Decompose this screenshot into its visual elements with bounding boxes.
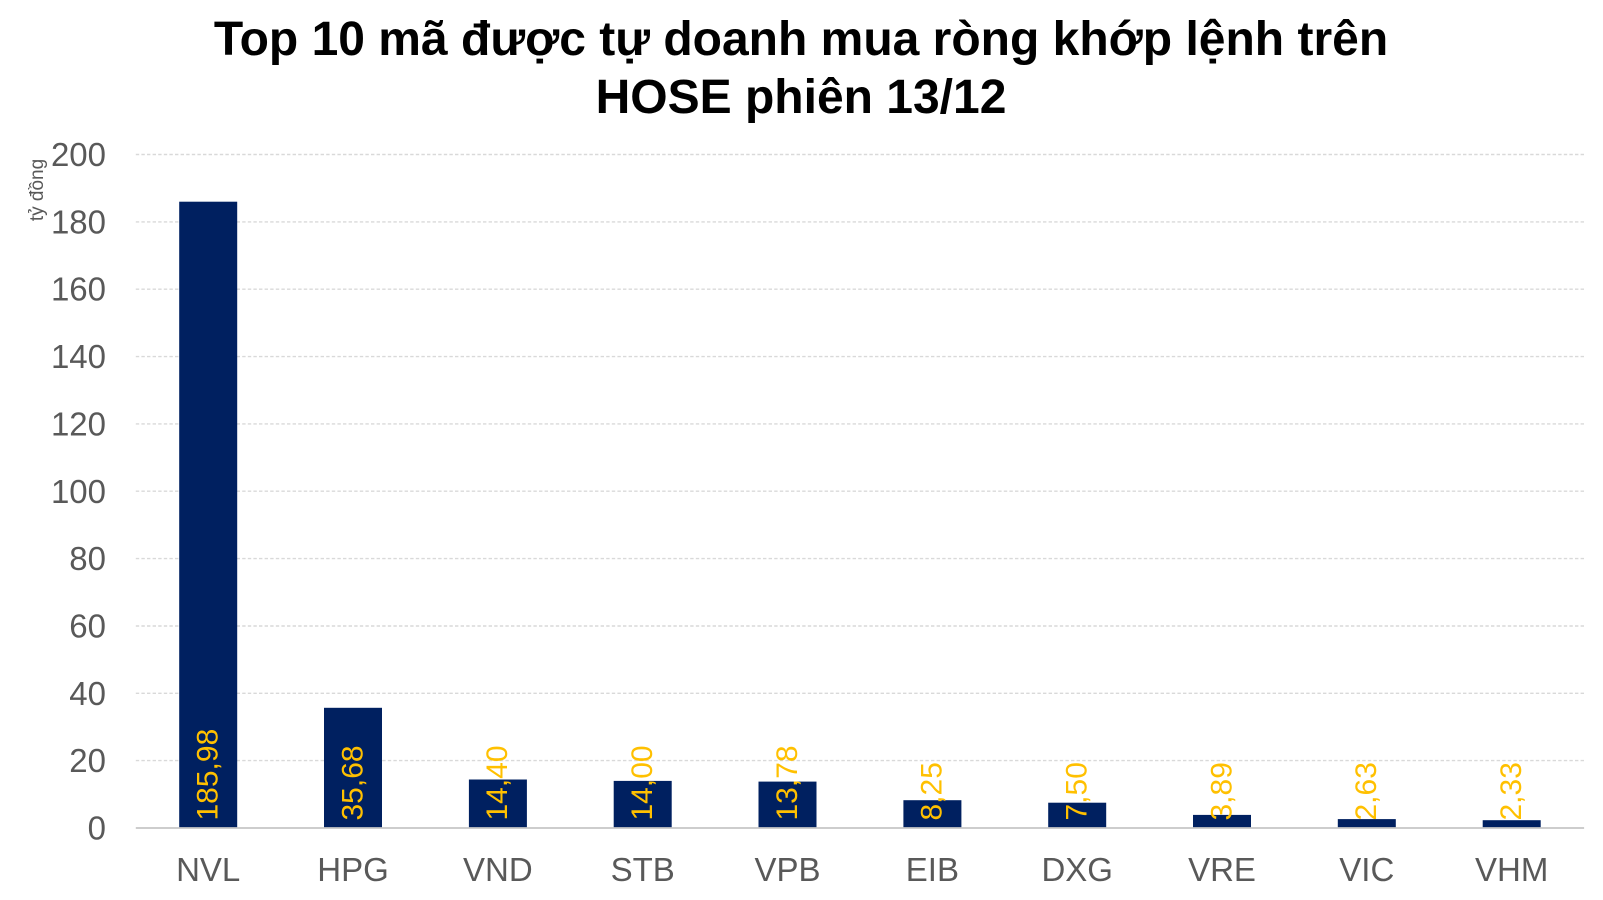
svg-text:HOSE phiên 13/12: HOSE phiên 13/12 <box>596 71 1007 124</box>
svg-text:13,78: 13,78 <box>771 745 804 820</box>
svg-text:160: 160 <box>51 271 106 308</box>
svg-text:40: 40 <box>69 675 106 712</box>
svg-text:Top 10 mã được tự doanh mua rò: Top 10 mã được tự doanh mua ròng khớp lệ… <box>214 13 1388 66</box>
svg-text:tỷ đồng: tỷ đồng <box>27 159 48 221</box>
svg-text:35,68: 35,68 <box>336 745 369 820</box>
svg-text:EIB: EIB <box>906 851 959 888</box>
svg-text:2,63: 2,63 <box>1350 762 1383 820</box>
svg-text:60: 60 <box>69 608 106 645</box>
svg-text:20: 20 <box>69 742 106 779</box>
svg-text:180: 180 <box>51 203 106 240</box>
svg-text:VIC: VIC <box>1339 851 1394 888</box>
svg-text:7,50: 7,50 <box>1061 762 1094 820</box>
svg-text:3,89: 3,89 <box>1205 762 1238 820</box>
svg-text:185,98: 185,98 <box>192 729 225 821</box>
svg-text:VRE: VRE <box>1188 851 1256 888</box>
svg-text:0: 0 <box>88 810 106 847</box>
svg-text:VPB: VPB <box>754 851 820 888</box>
svg-text:STB: STB <box>611 851 675 888</box>
svg-text:140: 140 <box>51 338 106 375</box>
svg-text:VND: VND <box>463 851 533 888</box>
svg-text:NVL: NVL <box>176 851 240 888</box>
svg-text:100: 100 <box>51 473 106 510</box>
svg-text:200: 200 <box>51 136 106 173</box>
svg-text:80: 80 <box>69 540 106 577</box>
svg-text:14,00: 14,00 <box>626 745 659 820</box>
svg-text:HPG: HPG <box>317 851 389 888</box>
svg-text:14,40: 14,40 <box>481 745 514 820</box>
svg-text:2,33: 2,33 <box>1495 762 1528 820</box>
svg-text:VHM: VHM <box>1475 851 1548 888</box>
svg-text:DXG: DXG <box>1041 851 1113 888</box>
svg-text:8,25: 8,25 <box>916 762 949 820</box>
svg-text:120: 120 <box>51 405 106 442</box>
